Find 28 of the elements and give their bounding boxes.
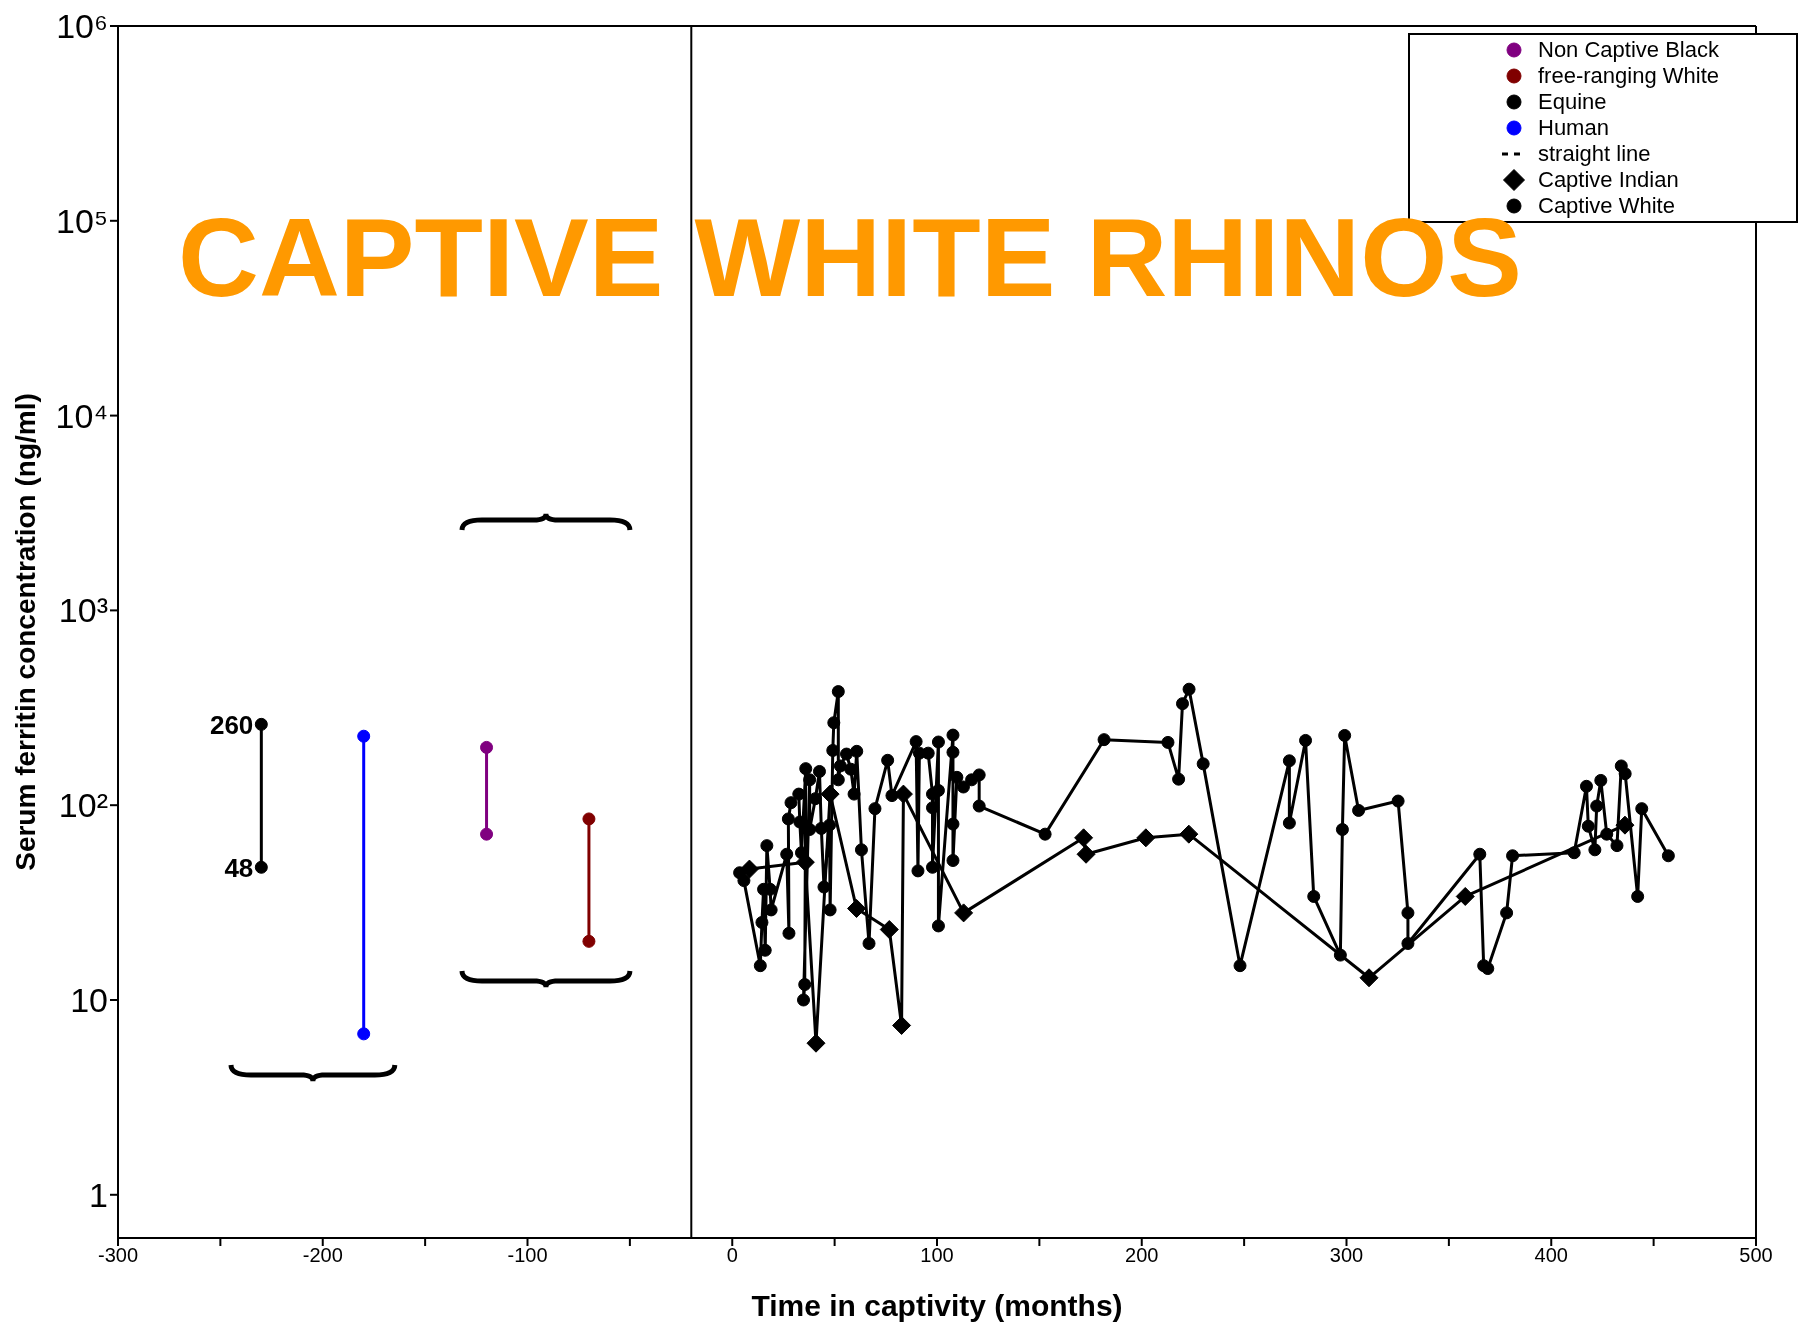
y-tick-label: 10³ xyxy=(58,591,108,630)
x-axis-title: Time in captivity (months) xyxy=(751,1289,1123,1322)
y-tick-label: 10² xyxy=(58,786,108,825)
legend-label: free-ranging White xyxy=(1538,63,1719,89)
legend-label: Captive White xyxy=(1538,193,1675,219)
y-tick-label: 10 xyxy=(70,981,108,1020)
annotation: CAPTIVE WHITE RHINOS xyxy=(178,195,1523,320)
x-tick-label: 400 xyxy=(1534,1244,1568,1267)
x-tick-label: -200 xyxy=(302,1244,343,1267)
x-tick-label: 300 xyxy=(1329,1244,1364,1267)
x-tick-label: 0 xyxy=(726,1244,738,1267)
x-tick-label: 500 xyxy=(1739,1244,1773,1267)
legend-label: Non Captive Black xyxy=(1538,37,1719,63)
y-tick-label: 10⁵ xyxy=(56,201,108,240)
legend-label: Equine xyxy=(1538,89,1607,115)
y-tick-label: 1 xyxy=(89,1175,108,1214)
y-axis-title: Serum ferritin concentration (ng/ml) xyxy=(9,393,41,871)
legend-label: straight line xyxy=(1538,141,1651,167)
x-tick-label: 100 xyxy=(920,1244,954,1267)
x-tick-label: -100 xyxy=(507,1244,548,1267)
legend-label: Captive Indian xyxy=(1538,167,1679,193)
y-tick-label: 10⁶ xyxy=(56,7,108,46)
x-tick-label: 200 xyxy=(1125,1244,1159,1267)
data-label: 260 xyxy=(209,709,254,740)
legend-label: Human xyxy=(1538,115,1609,141)
y-tick-label: 10⁴ xyxy=(55,396,108,435)
x-tick-label: -300 xyxy=(97,1244,139,1267)
data-label: 48 xyxy=(224,852,254,883)
